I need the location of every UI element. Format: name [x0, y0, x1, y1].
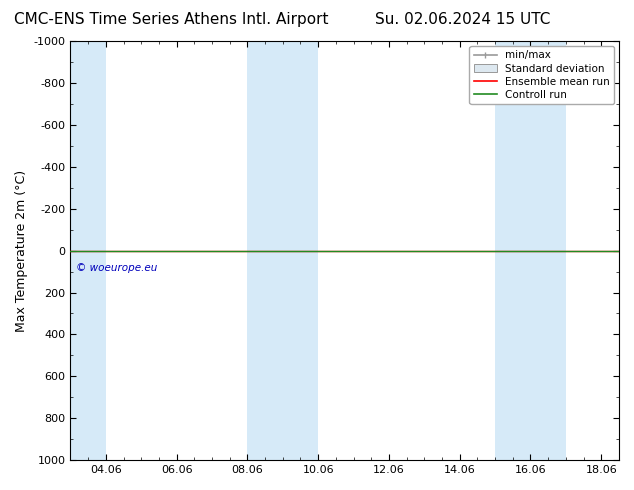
Text: Su. 02.06.2024 15 UTC: Su. 02.06.2024 15 UTC: [375, 12, 550, 27]
Bar: [495, 41, 531, 460]
Text: CMC-ENS Time Series Athens Intl. Airport: CMC-ENS Time Series Athens Intl. Airport: [14, 12, 328, 27]
Legend: min/max, Standard deviation, Ensemble mean run, Controll run: min/max, Standard deviation, Ensemble me…: [469, 46, 614, 104]
Bar: [283, 41, 318, 460]
Text: © woeurope.eu: © woeurope.eu: [75, 263, 157, 273]
Bar: [531, 41, 566, 460]
Y-axis label: Max Temperature 2m (°C): Max Temperature 2m (°C): [15, 170, 28, 332]
Bar: [70, 41, 106, 460]
Bar: [247, 41, 283, 460]
